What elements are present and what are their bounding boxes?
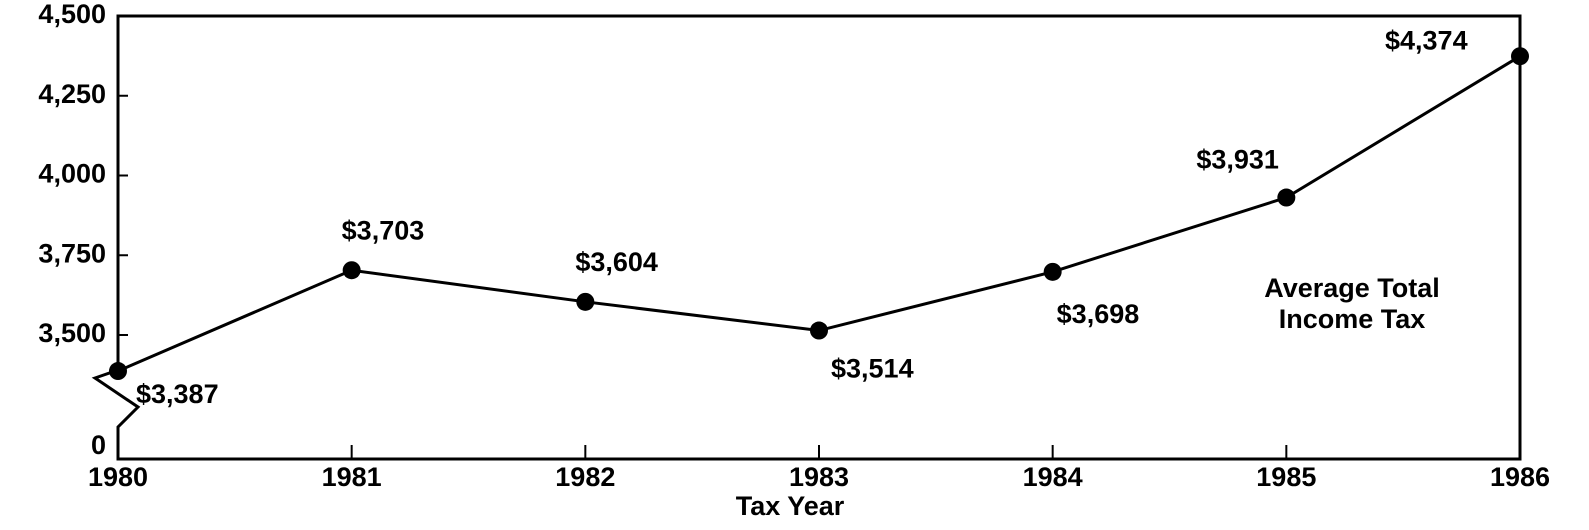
- annotation: Average Total: [1264, 273, 1440, 303]
- data-point: [342, 261, 361, 280]
- data-label: $3,514: [831, 354, 914, 384]
- data-label: $3,931: [1196, 145, 1279, 175]
- data-point: [810, 321, 828, 340]
- x-tick-label: 1983: [789, 462, 849, 492]
- annotation: Income Tax: [1279, 304, 1426, 334]
- plot-frame: [91, 14, 1522, 461]
- x-tick-label: 1980: [88, 462, 148, 492]
- data-point: [1277, 188, 1296, 207]
- data-label: $3,387: [136, 379, 219, 409]
- y-tick-label: 3,750: [38, 238, 106, 268]
- data-point: [1043, 262, 1062, 281]
- data-label: $3,703: [342, 215, 425, 245]
- y-tick-label: 4,250: [38, 79, 106, 109]
- y-tick-label: 4,000: [38, 159, 106, 189]
- data-label: $3,604: [575, 247, 658, 277]
- data-label: $3,698: [1057, 299, 1140, 329]
- x-tick-label: 1985: [1256, 462, 1316, 492]
- x-tick-label: 1982: [555, 462, 615, 492]
- y-tick-label: 0: [91, 430, 106, 460]
- x-tick-label: 1984: [1023, 462, 1083, 492]
- data-point: [1511, 47, 1529, 66]
- data-label: $4,374: [1385, 25, 1468, 55]
- x-tick-label: 1981: [322, 462, 382, 492]
- x-tick-label: 1986: [1490, 462, 1550, 492]
- data-point: [109, 362, 127, 381]
- y-tick-label: 3,500: [38, 318, 106, 348]
- x-axis-label: Tax Year: [736, 491, 845, 521]
- data-point: [576, 292, 595, 311]
- y-tick-label: 4,500: [38, 0, 106, 29]
